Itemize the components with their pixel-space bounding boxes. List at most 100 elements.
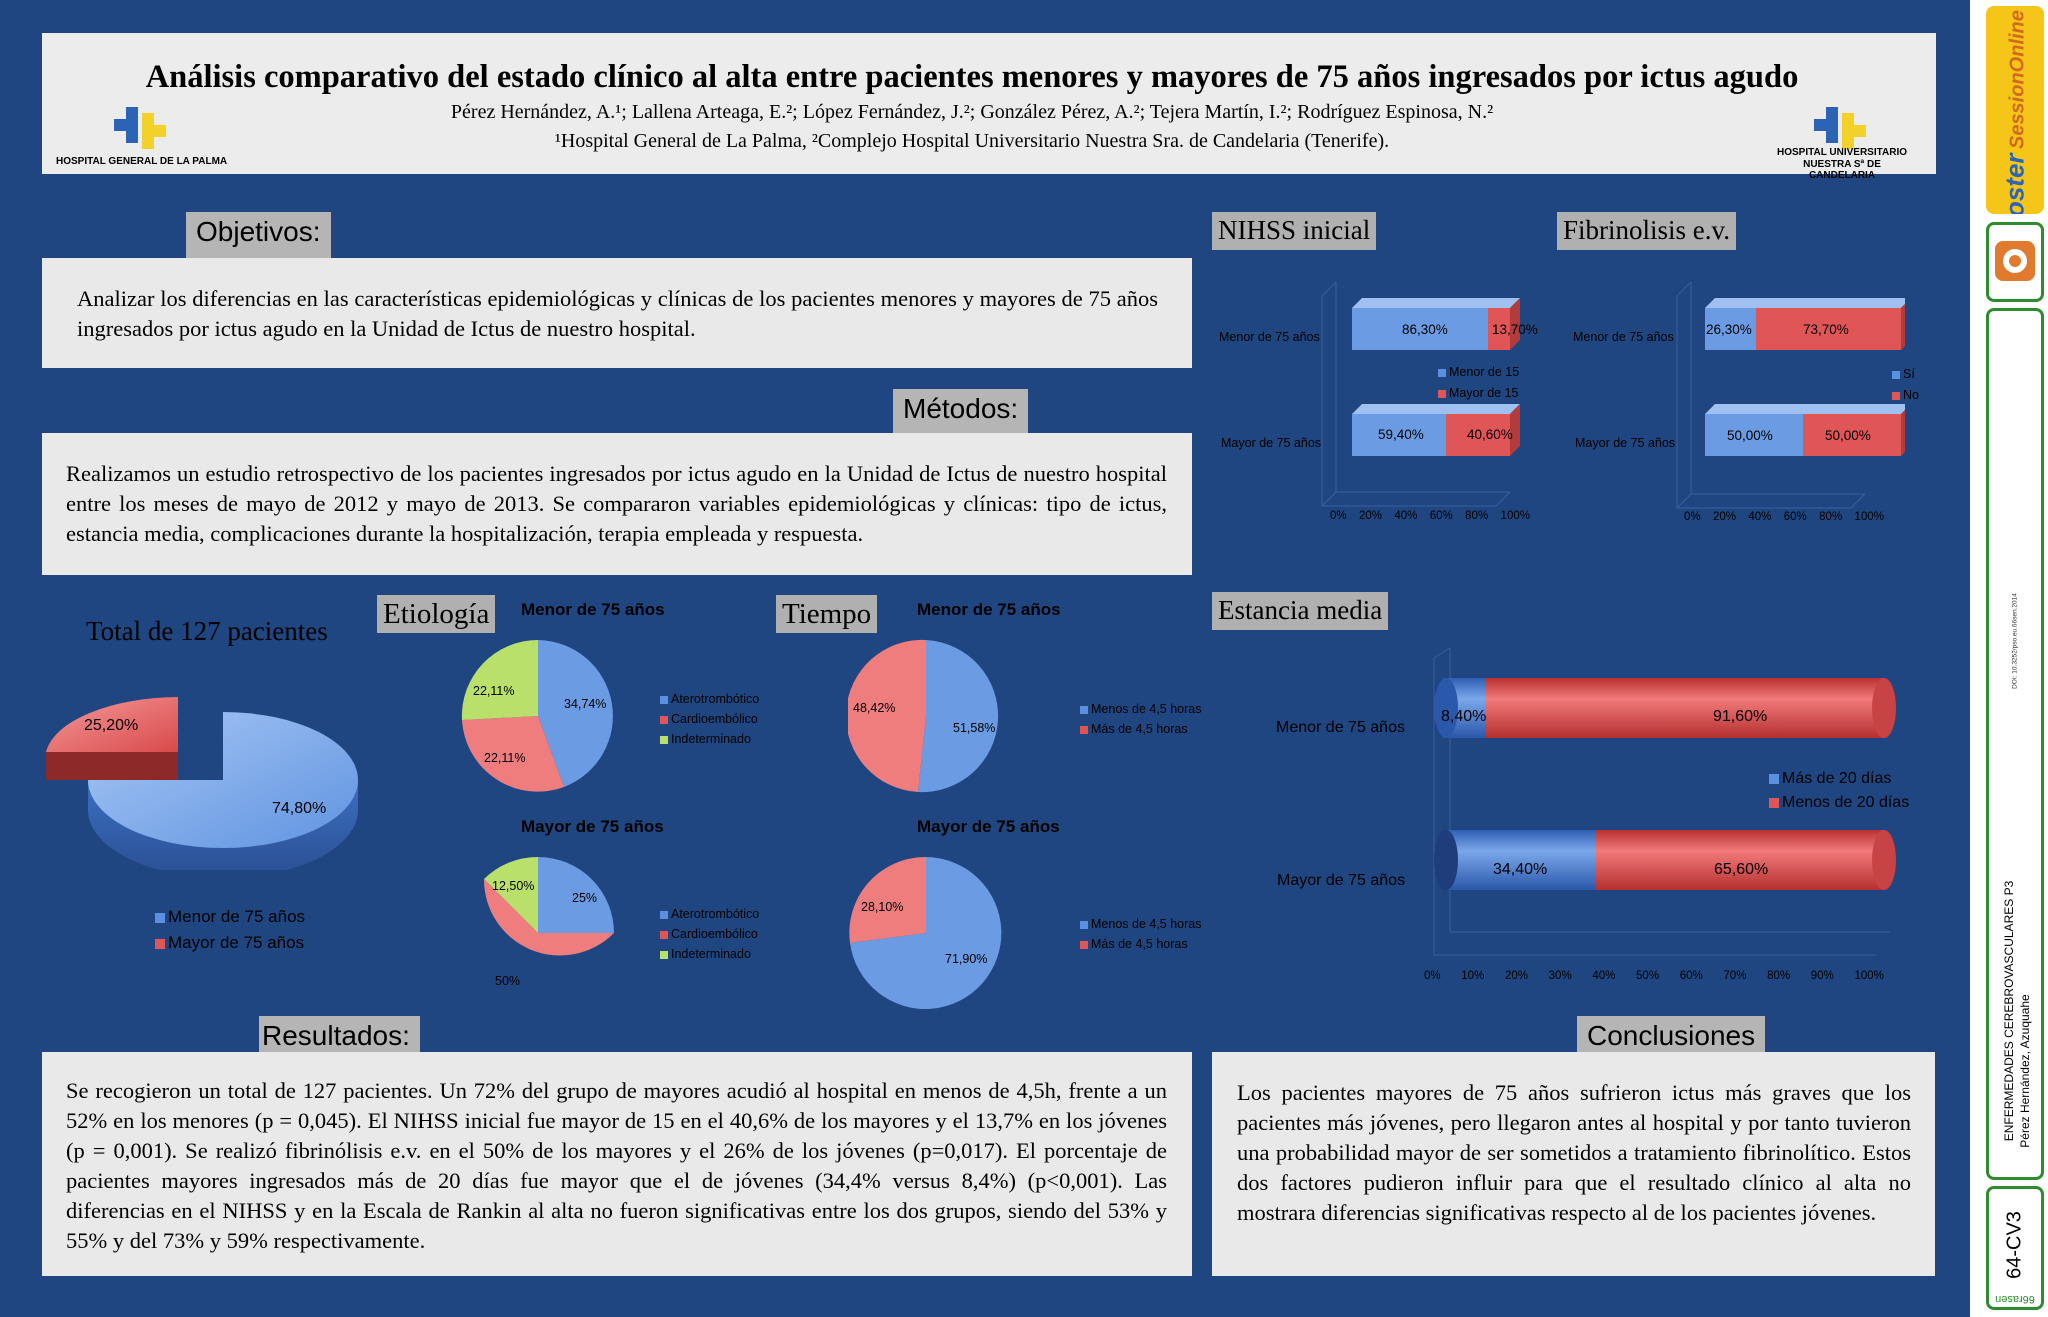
total-legend-menor: Menor de 75 años <box>155 904 305 930</box>
etiologia-menor-label-1: 22,11% <box>484 751 526 765</box>
sidebar: Poster SessionOnline 2014 DOI: 10.3252/p… <box>1970 0 2048 1317</box>
fib-tick-1: 20% <box>1712 511 1737 523</box>
etiologia-menor-title: Menor de 75 años <box>521 600 665 619</box>
estancia-tick-8: 80% <box>1767 970 1791 982</box>
total-label-mayor: 25,20% <box>84 717 139 734</box>
estancia-tick-9: 90% <box>1810 970 1834 982</box>
etiologia-menor-label-2: 22,11% <box>473 684 515 698</box>
fib-label-menor-1: 73,70% <box>1803 322 1849 337</box>
fib-bar-mayor-top <box>1705 404 1905 414</box>
estancia-bar-mayor-seg2 <box>1596 830 1884 890</box>
fib-bar-menor-top <box>1705 298 1905 308</box>
sidebar-footer: 66rasen <box>1995 1293 2035 1305</box>
logo-right-label-1: HOSPITAL UNIVERSITARIO <box>1776 147 1907 158</box>
etiologia-mayor-label-1: 50% <box>495 974 521 988</box>
tiempo-mayor-title: Mayor de 75 años <box>917 817 1060 836</box>
estancia-bar-menor <box>1434 678 1896 738</box>
estancia-tick-7: 70% <box>1723 970 1747 982</box>
estancia-legend-mas20: Más de 20 días <box>1769 767 1909 791</box>
fib-bar-menor-end <box>1901 304 1905 350</box>
legend-indeterminado-2: Indeterminado <box>660 944 759 964</box>
nihss-legend: Menor de 15 Mayor de 15 <box>1438 362 1519 404</box>
metodos-heading: Métodos: <box>893 389 1029 437</box>
sidebar-logo-box <box>1986 222 2044 302</box>
sidebar-brand-bottom: SessionOnline <box>2006 10 2029 150</box>
tiempo-menor-legend: Menos de 4,5 horas Más de 4,5 horas <box>1080 699 1202 739</box>
estancia-bar-menor-cap <box>1872 678 1896 738</box>
total-pie-chart <box>46 697 358 870</box>
nihss-bar-menor-seg1 <box>1352 308 1488 350</box>
fib-cat-1: Mayor de 75 años <box>1575 436 1676 450</box>
sidebar-doi: DOI: 10.3252/pso.eu.66sen.2014 <box>2011 593 2019 689</box>
fibrinolisis-bar-menor <box>1705 298 1905 350</box>
nihss-bar-mayor-seg2 <box>1446 414 1510 456</box>
fib-tick-4: 80% <box>1819 511 1843 523</box>
nihss-bar-menor-seg2 <box>1488 308 1510 350</box>
authors: Pérez Hernández, A.¹; Lallena Arteaga, E… <box>450 101 1494 123</box>
legend-menos-4-5: Menos de 4,5 horas <box>1080 699 1202 719</box>
conclusiones-panel: Los pacientes mayores de 75 años sufrier… <box>1212 1052 1935 1276</box>
logo-right-label-2: NUESTRA Sª DE CANDELARIA <box>1803 159 1881 181</box>
fib-ticks: 0% 20% 40% 60% 80% 100% <box>1684 511 1884 523</box>
tiempo-menor-label-0: 51,58% <box>953 721 996 735</box>
fib-bar-mayor-seg1 <box>1705 414 1803 456</box>
legend-mas-4-5-2: Más de 4,5 horas <box>1080 934 1202 954</box>
etiologia-heading: Etiología <box>377 595 496 633</box>
estancia-label-mayor-1: 65,60% <box>1714 861 1769 878</box>
estancia-bar-mayor-cap <box>1872 830 1896 890</box>
sidebar-brand[interactable]: Poster SessionOnline 2014 <box>1986 6 2044 214</box>
objetivos-panel: Analizar los diferencias en las caracter… <box>42 258 1192 368</box>
etiologia-mayor-slice-aterotrombotico <box>538 857 614 933</box>
estancia-legend: Más de 20 días Menos de 20 días <box>1769 767 1909 815</box>
tiempo-mayor-label-0: 71,90% <box>945 952 988 966</box>
sidebar-category-box: DOI: 10.3252/pso.eu.66sen.2014 ENFERMEDA… <box>1986 308 2044 1180</box>
fib-tick-3: 60% <box>1783 511 1807 523</box>
nihss-label-menor-1: 13,70% <box>1492 322 1538 337</box>
etiologia-menor-slice-aterotrombotico <box>538 640 613 787</box>
etiologia-mayor-label-2: 12,50% <box>492 879 535 893</box>
nihss-label-mayor-0: 59,40% <box>1378 427 1424 442</box>
poster-title: Análisis comparativo del estado clínico … <box>145 59 1799 95</box>
total-slice-mayor <box>46 697 178 752</box>
sidebar-author: Pérez Hernández, Azuquahe <box>2018 994 2032 1148</box>
nihss-legend-menor15: Menor de 15 <box>1438 362 1519 383</box>
tiempo-mayor-pie <box>849 856 1002 1009</box>
etiologia-mayor-slice-cardioembolico <box>483 879 614 956</box>
fib-cat-0: Menor de 75 años <box>1573 330 1674 344</box>
total-legend: Menor de 75 años Mayor de 75 años <box>155 904 305 956</box>
nihss-heading: NIHSS inicial <box>1212 212 1377 250</box>
total-label-menor: 74,80% <box>272 800 327 817</box>
estancia-tick-4: 40% <box>1592 970 1616 982</box>
fibrinolisis-bar-chart <box>1676 281 1905 509</box>
estancia-tick-1: 10% <box>1461 970 1485 982</box>
metodos-text: Realizamos un estudio retrospectivo de l… <box>66 461 1167 546</box>
nihss-cat-1: Mayor de 75 años <box>1221 436 1322 450</box>
fib-label-mayor-1: 50,00% <box>1825 428 1871 443</box>
hospital-palma-logo <box>114 107 166 149</box>
nihss-tick-0: 0% <box>1330 510 1347 522</box>
fib-tick-5: 100% <box>1854 511 1884 523</box>
conclusiones-text: Los pacientes mayores de 75 años sufrier… <box>1237 1080 1911 1225</box>
estancia-label-menor-1: 91,60% <box>1713 708 1768 725</box>
sidebar-code-box: 64-CV3 66rasen <box>1986 1186 2044 1310</box>
tiempo-menor-pie <box>848 639 999 793</box>
sidebar-code: 64-CV3 <box>2003 1211 2026 1279</box>
fib-label-mayor-0: 50,00% <box>1727 428 1773 443</box>
etiologia-menor-label-0: 34,74% <box>564 697 607 711</box>
nihss-tick-4: 80% <box>1465 510 1489 522</box>
estancia-cat-1: Mayor de 75 años <box>1277 872 1406 889</box>
legend-cardioembolico-2: Cardioembólico <box>660 924 759 944</box>
estancia-cat-0: Menor de 75 años <box>1276 719 1405 736</box>
etiologia-menor-slice-cardioembolico <box>462 716 564 792</box>
fib-legend-no: No <box>1892 385 1919 406</box>
tiempo-mayor-slice-mas <box>849 856 926 943</box>
estancia-tick-6: 60% <box>1679 970 1703 982</box>
legend-aterotrombotico: Aterotrombótico <box>660 689 759 709</box>
legend-aterotrombotico-2: Aterotrombótico <box>660 904 759 924</box>
tiempo-menor-title: Menor de 75 años <box>917 600 1061 619</box>
nihss-bar-menor-end <box>1510 298 1520 350</box>
total-slice-menor <box>88 712 358 848</box>
affiliations: ¹Hospital General de La Palma, ²Complejo… <box>554 130 1390 152</box>
fib-bar-menor-seg1 <box>1705 308 1756 350</box>
estancia-bar-mayor-base <box>1434 830 1458 890</box>
